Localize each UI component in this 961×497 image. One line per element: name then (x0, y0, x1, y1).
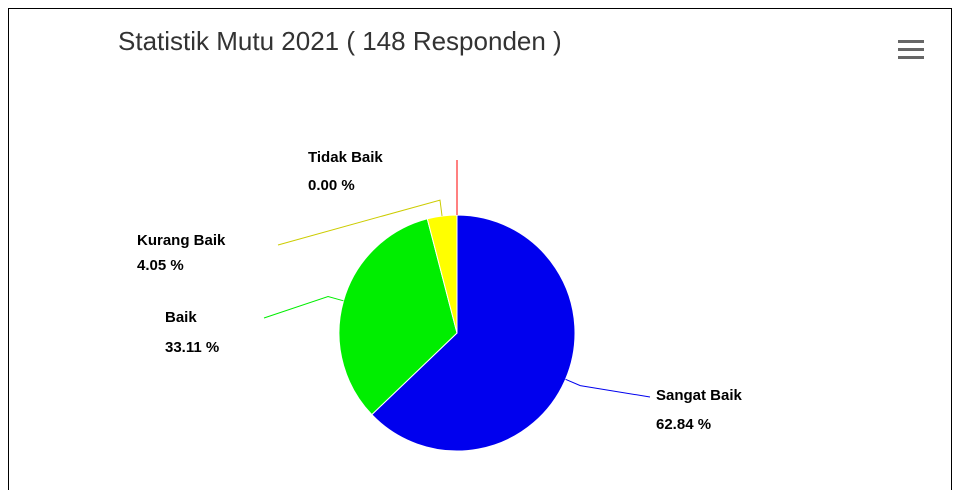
slice-label-baik: Baik (165, 309, 197, 326)
hamburger-menu-icon[interactable] (898, 40, 924, 64)
connector-kurang-baik (277, 199, 443, 246)
pie-slice-baik[interactable] (338, 218, 458, 416)
slice-value-kurang-baik: 4.05 % (137, 257, 184, 274)
slice-value-tidak-baik: 0.00 % (308, 177, 355, 194)
slice-label-sangat-baik: Sangat Baik (656, 387, 743, 404)
slice-value-sangat-baik: 62.84 % (656, 416, 711, 433)
slice-value-baik: 33.11 % (165, 339, 219, 356)
connector-sangat-baik (565, 378, 651, 398)
slice-label-tidak-baik: Tidak Baik (308, 149, 383, 166)
chart-title: Statistik Mutu 2021 ( 148 Responden ) (118, 26, 562, 56)
slice-label-kurang-baik: Kurang Baik (137, 232, 226, 249)
connector-baik (263, 295, 344, 319)
